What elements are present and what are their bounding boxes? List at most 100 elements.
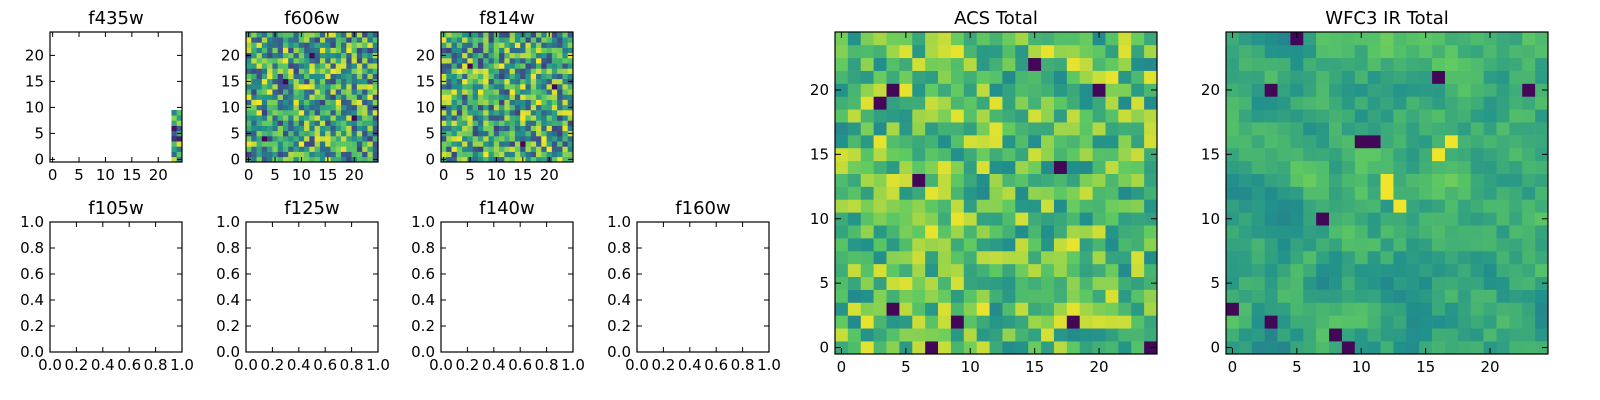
panel-f606w-cell [267, 58, 273, 64]
panel-f606w-cell [267, 78, 273, 85]
panel-acs-cell [886, 289, 900, 303]
panel-f606w-cell [351, 146, 358, 152]
panel-f814w-cell [557, 146, 563, 152]
panel-f814w-cell [525, 115, 532, 121]
panel-f606w-cell [367, 84, 374, 90]
panel-f814w-cell [514, 73, 521, 80]
panel-f606w-cell [356, 141, 363, 147]
panel-wfc3-cell [1341, 276, 1356, 290]
panel-f606w-cell [261, 146, 268, 152]
panel-f606w-ytick-label: 15 [221, 72, 240, 90]
panel-wfc3-cell [1522, 44, 1536, 59]
panel-acs-cell [873, 276, 887, 290]
panel-acs-cell [1079, 315, 1093, 329]
panel-f606w-cell [298, 68, 305, 74]
panel-f606w-cell [372, 32, 379, 38]
panel-acs-cell [860, 276, 874, 290]
panel-acs-cell [1053, 302, 1068, 316]
panel-f606w-cell [304, 130, 310, 137]
panel-f814w-cell [499, 84, 505, 90]
panel-acs-cell [860, 238, 874, 252]
panel-f814w-cell [562, 156, 569, 163]
panel-wfc3-cell [1329, 83, 1343, 97]
panel-f606w-cell [356, 37, 363, 43]
panel-f814w-cell [488, 130, 495, 137]
panel-acs-cell [1041, 173, 1055, 187]
panel-wfc3-cell [1483, 32, 1497, 46]
panel-f814w-cell [509, 146, 516, 152]
panel-wfc3-cell [1380, 289, 1394, 303]
panel-wfc3-cell [1316, 276, 1330, 290]
panel-wfc3-cell [1380, 135, 1394, 149]
panel-f814w-cell [536, 37, 542, 43]
panel-f606w-cell [267, 89, 273, 95]
panel-f814w-cell [493, 84, 500, 90]
panel-f814w-cell [530, 130, 537, 137]
panel-f160w-ytick-label: 0.2 [607, 317, 631, 335]
panel-acs-cell [1015, 263, 1029, 278]
panel-f814w-cell [514, 32, 521, 38]
panel-wfc3-cell [1406, 44, 1420, 59]
panel-f606w-cell [261, 94, 268, 100]
panel-f814w-cell [525, 151, 532, 158]
panel-f814w-cell [456, 58, 463, 64]
panel-wfc3-cell [1251, 238, 1265, 252]
panel-acs-cell [1066, 173, 1081, 187]
panel-wfc3-cell [1303, 212, 1317, 226]
panel-f606w-cell [319, 78, 326, 85]
panel-wfc3-cell [1303, 328, 1317, 342]
panel-acs-cell [938, 199, 952, 213]
panel-f814w-cell [441, 68, 447, 74]
panel-f814w-cell [504, 136, 510, 142]
panel-acs-cell [886, 32, 900, 46]
panel-f814w-cell [520, 68, 526, 74]
panel-f814w-cell [441, 42, 447, 48]
panel-f606w-cell [362, 37, 368, 43]
panel-f606w-cell [309, 146, 315, 152]
panel-wfc3-cell [1457, 83, 1472, 97]
panel-wfc3-cell [1329, 250, 1343, 265]
panel-f814w-cell [483, 130, 489, 137]
panel-wfc3-cell [1277, 238, 1291, 252]
panel-wfc3-cell [1367, 32, 1381, 46]
panel-wfc3-cell [1354, 147, 1368, 162]
panel-f814w-cell [546, 104, 553, 111]
panel-f606w-cell [277, 47, 284, 54]
panel-acs-cell [899, 250, 913, 265]
panel-wfc3-cell [1367, 173, 1381, 187]
panel-f606w-cell [362, 94, 368, 100]
panel-wfc3-cell [1393, 328, 1407, 342]
panel-wfc3-cell [1367, 225, 1381, 239]
panel-f606w-cell [309, 68, 315, 74]
panel-f814w-cell [451, 58, 458, 64]
panel-acs-cell [873, 199, 887, 213]
panel-wfc3-cell [1509, 238, 1523, 252]
panel-f814w-cell [536, 68, 542, 74]
panel-wfc3-cell [1509, 160, 1523, 174]
panel-f814w-cell [472, 89, 479, 95]
panel-f814w-cell [456, 94, 463, 100]
panel-acs-cell [1028, 32, 1042, 46]
panel-f814w-cell [557, 52, 563, 59]
panel-wfc3-cell [1277, 83, 1291, 97]
panel-wfc3-cell [1380, 328, 1394, 342]
panel-f814w-cell [446, 125, 452, 132]
panel-wfc3-cell [1432, 83, 1446, 97]
panel-f606w-ytick-label: 20 [221, 46, 240, 64]
panel-wfc3-cell [1329, 186, 1343, 200]
panel-f606w-cell [351, 94, 358, 100]
panel-wfc3-cell [1354, 109, 1368, 123]
panel-f814w-cell [441, 136, 447, 142]
panel-f814w-cell [525, 63, 532, 69]
panel-acs-cell [976, 341, 990, 355]
panel-acs-cell [899, 315, 913, 329]
panel-wfc3-cell [1509, 96, 1523, 110]
panel-f814w-cell [514, 78, 521, 85]
panel-acs-cell [950, 289, 965, 303]
panel-wfc3-cell [1277, 186, 1291, 200]
panel-wfc3-cell [1367, 70, 1381, 84]
panel-wfc3-cell [1406, 135, 1420, 149]
panel-f814w-cell [451, 120, 458, 126]
panel-acs-cell [1002, 315, 1016, 329]
panel-f814w-ytick-label: 0 [425, 150, 435, 168]
